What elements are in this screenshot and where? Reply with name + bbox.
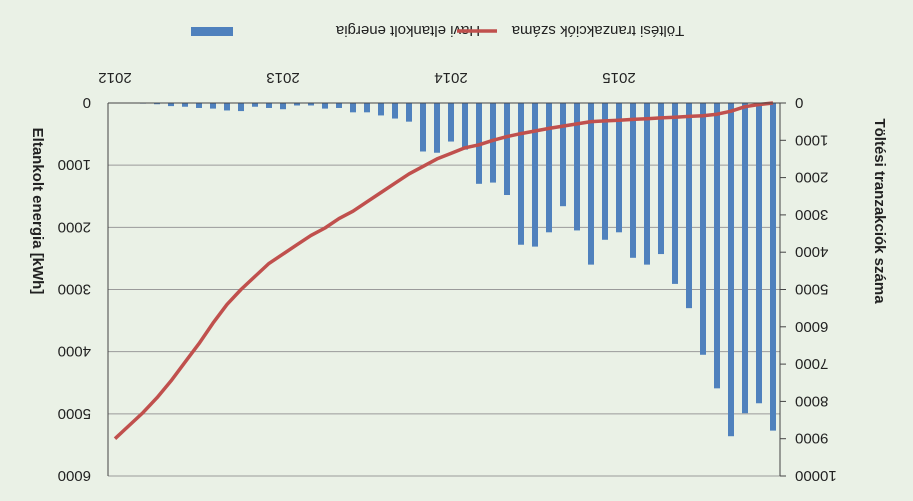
- right-axis-ticks: 0 1000 2000 3000 4000 5000 6000 7000 8000 9000 100…: [780, 94, 837, 484]
- bar: [770, 103, 776, 431]
- left-axis-tick-label: 4000: [58, 343, 91, 360]
- legend-line-label: Töltési tranzakciók száma: [511, 22, 684, 39]
- bar: [700, 103, 706, 355]
- bar: [756, 103, 762, 404]
- right-axis-tick-label: 2000: [795, 169, 828, 186]
- right-axis-tick-label: 5000: [795, 281, 828, 298]
- bar: [490, 103, 496, 183]
- bar: [336, 103, 342, 108]
- bar: [742, 103, 748, 414]
- right-axis-tick-label: 10000: [795, 467, 837, 484]
- bar: [420, 103, 426, 152]
- line-series-path: [113, 101, 774, 440]
- bar: [168, 103, 174, 107]
- bar: [182, 103, 188, 107]
- bar: [462, 103, 468, 150]
- right-axis-tick-label: 3000: [795, 206, 828, 223]
- bar: [350, 103, 356, 113]
- bar-series: [126, 103, 776, 437]
- left-axis-tick-label: 6000: [58, 467, 91, 484]
- bar: [294, 103, 300, 106]
- bar: [280, 103, 286, 110]
- left-axis-tick-label: 1000: [58, 156, 91, 173]
- x-axis-tick-label: 2012: [98, 69, 131, 86]
- bar: [532, 103, 538, 247]
- bar: [308, 103, 314, 106]
- bar: [574, 103, 580, 231]
- bar: [252, 103, 258, 107]
- x-axis-ticks: 2012 2013 2014 2015: [98, 69, 635, 86]
- bar: [434, 103, 440, 153]
- left-axis-ticks: 0 1000 2000 3000 4000 5000 6000: [58, 94, 91, 484]
- right-axis-tick-label: 0: [795, 94, 803, 111]
- right-axis-tick-label: 6000: [795, 318, 828, 335]
- left-axis-tick-label: 2000: [58, 218, 91, 235]
- left-axis-title: Eltankolt energia [kWh]: [29, 128, 46, 295]
- bar: [714, 103, 720, 389]
- x-axis-tick-label: 2014: [434, 69, 467, 86]
- bar: [378, 103, 384, 116]
- bar: [672, 103, 678, 284]
- bar: [196, 103, 202, 108]
- line-series: [113, 101, 774, 440]
- x-axis-tick-label: 2015: [602, 69, 635, 86]
- bar: [602, 103, 608, 240]
- bar: [728, 103, 734, 437]
- bar: [210, 103, 216, 109]
- bar: [588, 103, 594, 265]
- bar: [406, 103, 412, 122]
- bar: [546, 103, 552, 233]
- right-axis-tick-label: 9000: [795, 430, 828, 447]
- legend: Havi eltankolt energia Töltési tranzakci…: [191, 22, 684, 39]
- right-axis-title: Töltési tranzakciók száma: [871, 118, 888, 304]
- bar: [364, 103, 370, 113]
- left-axis-tick-label: 3000: [58, 281, 91, 298]
- bar: [560, 103, 566, 207]
- left-axis-tick-label: 5000: [58, 405, 91, 422]
- bar: [630, 103, 636, 258]
- right-axis-tick-label: 1000: [795, 131, 828, 148]
- bar: [448, 103, 454, 142]
- bar: [686, 103, 692, 309]
- bar: [238, 103, 244, 112]
- legend-bar-swatch: [191, 27, 233, 36]
- bar: [518, 103, 524, 245]
- legend-bar-label: Havi eltankolt energia: [335, 22, 480, 39]
- bar: [658, 103, 664, 255]
- right-axis-tick-label: 7000: [795, 355, 828, 372]
- right-axis-tick-label: 8000: [795, 392, 828, 409]
- left-axis-tick-label: 0: [83, 94, 91, 111]
- bar: [322, 103, 328, 109]
- bar: [392, 103, 398, 119]
- bar: [154, 103, 160, 105]
- right-axis-tick-label: 4000: [795, 243, 828, 260]
- x-axis-tick-label: 2013: [266, 69, 299, 86]
- bar: [616, 103, 622, 233]
- bar: [504, 103, 510, 196]
- bar: [224, 103, 230, 111]
- bar: [266, 103, 272, 108]
- bar: [644, 103, 650, 265]
